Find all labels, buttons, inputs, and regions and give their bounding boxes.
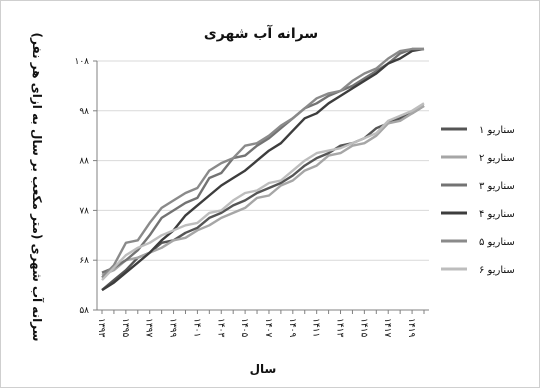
legend-label: سناریو ۳ [479,181,515,192]
x-tick-label: ۱۳۹۳ [96,318,106,338]
series-line-6 [101,102,425,281]
y-tick-label: ۶۸ [79,256,89,266]
x-tick-label: ۱۴۰۹ [287,318,297,338]
x-tick-label: ۱۴۱۹ [406,318,416,338]
x-tick-label: ۱۴۱۷ [382,318,392,338]
y-tick-label: ۷۸ [79,206,89,216]
series-line-5 [101,47,424,279]
x-tick-label: ۱۳۹۵ [120,318,130,338]
x-tick-label: ۱۳۹۹ [168,318,178,338]
x-tick-label: ۱۴۱۳ [335,318,345,338]
legend-label: سناریو ۶ [479,265,515,276]
legend-label: سناریو ۵ [479,237,515,248]
y-axis-title: سرانه آب شهری (متر مکعب بر سال به ازای ه… [30,33,45,342]
series-line-3 [101,47,424,274]
x-axis-ticks: ۱۳۹۳ ۱۳۹۵ ۱۳۹۷ ۱۳۹۹ ۱۴۰۱ ۱۴۰۳ ۱۴۰۵ ۱۴۰۷ ۱۴۰۹ ۱۴۱۱… [96,310,425,338]
x-tick-label: ۱۴۱۱ [311,318,321,337]
y-tick-label: ۱۰۸ [74,57,89,67]
x-tick-label: ۱۴۰۳ [215,318,225,338]
x-axis-title: سال [250,362,277,376]
legend: سناریو ۱ سناریو ۲ سناریو ۳ سناریو ۴ سناریو ۵… [441,125,515,276]
y-axis-ticks: ۵۸ ۶۸ ۷۸ ۸۸ ۹۸ ۱۰۸ [74,57,97,316]
gridlines [97,60,429,261]
series-line-4 [101,47,425,292]
x-tick-label: ۱۳۹۷ [144,318,154,338]
y-tick-label: ۵۸ [79,306,89,316]
series-lines [101,47,425,292]
x-tick-label: ۱۴۱۵ [358,318,368,338]
x-tick-label: ۱۴۰۵ [239,318,249,338]
legend-label: سناریو ۱ [479,125,515,136]
y-tick-label: ۸۸ [79,157,89,167]
legend-label: سناریو ۲ [479,153,515,164]
legend-label: سناریو ۴ [479,209,515,220]
y-tick-label: ۹۸ [79,107,89,117]
chart-title: سرانه آب شهری [204,24,318,42]
x-tick-label: ۱۴۰۷ [263,318,273,338]
series-line-2 [101,104,425,277]
x-tick-label: ۱۴۰۱ [191,318,201,337]
